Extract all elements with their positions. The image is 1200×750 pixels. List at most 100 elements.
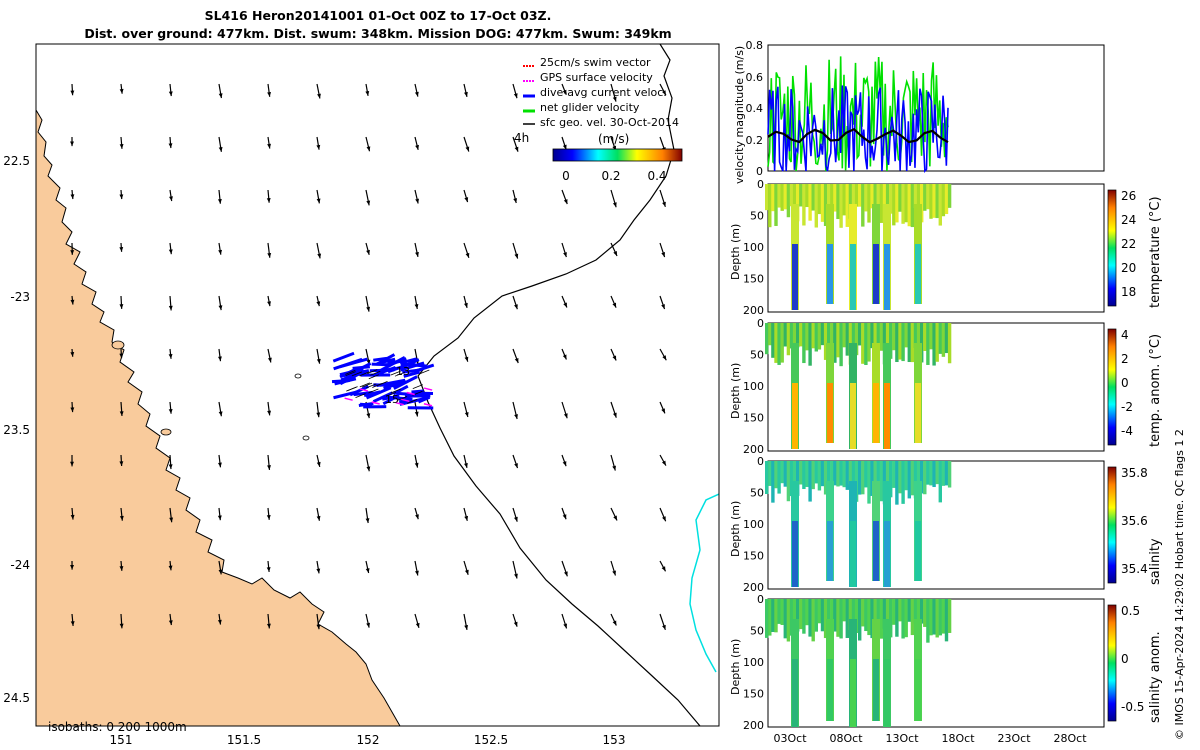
profile-upper (854, 599, 859, 634)
profile-upper (786, 599, 791, 642)
date-tick: 03Oct (773, 732, 807, 745)
dive-profile-deep (850, 521, 856, 587)
colorbar-tick: 22 (1121, 237, 1136, 251)
colorbar-tick: 0 (1121, 376, 1129, 390)
glider-path-segment (351, 371, 363, 377)
profile-upper (789, 599, 794, 636)
dive-avg-current-vector (359, 402, 373, 407)
profile-upper (845, 599, 849, 638)
depth-tick: 0 (757, 317, 764, 330)
profile-upper (864, 461, 868, 488)
profile-upper (799, 599, 803, 630)
profile-upper (771, 461, 775, 503)
geo-velocity-arrow (561, 401, 568, 419)
depth-tick: 200 (743, 304, 764, 317)
colorbar-tick: 18 (1121, 285, 1136, 299)
colorbar-tick: 2 (1121, 352, 1129, 366)
glider-path-segment (345, 371, 356, 377)
profile-upper (839, 599, 843, 639)
geo-velocity-arrow (561, 454, 567, 467)
dive-avg-current-vector (339, 372, 361, 386)
glider-path-segment (407, 399, 418, 404)
dive-avg-current-vector (352, 365, 370, 370)
glider-path-segment (370, 370, 381, 376)
geo-velocity-arrow (512, 136, 519, 152)
geo-velocity-arrow (316, 507, 321, 521)
profile-upper (938, 461, 942, 503)
geo-velocity-arrow (316, 560, 321, 574)
profile-upper (944, 599, 949, 642)
dive-profile-deep (827, 383, 833, 443)
profile-upper (870, 184, 874, 209)
profile-upper (889, 461, 893, 498)
geo-velocity-arrow (168, 454, 173, 470)
geo-velocity-arrow (70, 136, 74, 147)
geo-velocity-arrow (266, 560, 271, 572)
profile-upper (929, 323, 933, 350)
geo-velocity-arrow (414, 242, 419, 258)
geo-velocity-arrow (316, 242, 322, 259)
profile-upper (771, 184, 775, 212)
geo-velocity-arrow (119, 401, 124, 417)
geo-velocity-arrow (267, 348, 272, 363)
geo-velocity-arrow (266, 189, 271, 203)
profile-upper (916, 599, 921, 626)
geo-velocity-arrow (463, 454, 468, 469)
profile-upper (842, 323, 846, 348)
profile-upper (796, 461, 800, 496)
geo-velocity-arrow (70, 348, 75, 357)
profile-upper (935, 461, 939, 485)
geo-velocity-arrow (267, 401, 272, 416)
geo-velocity-arrow (70, 454, 74, 467)
profile-upper (836, 461, 840, 487)
profile-upper (842, 461, 846, 488)
profile-upper (817, 323, 822, 350)
profile-upper (768, 184, 772, 228)
dive-avg-current-vector (393, 375, 418, 390)
dive-profile-deep (827, 659, 833, 721)
profile-upper (836, 184, 840, 220)
glider-path-segment (366, 383, 377, 389)
date-tick: 13Oct (885, 732, 919, 745)
profile-upper (938, 599, 942, 636)
profile-upper (833, 461, 837, 486)
profile-upper (867, 599, 871, 636)
profile-upper (805, 599, 809, 626)
profile-upper (777, 461, 781, 494)
dive-profile-deep (792, 521, 798, 587)
dive-profile-deep (873, 244, 879, 304)
profile-upper (820, 184, 825, 222)
profile-upper (796, 184, 800, 222)
profile-upper (907, 599, 911, 622)
profile-upper (823, 461, 828, 495)
profile-upper (864, 184, 868, 212)
dive-profile-deep (792, 244, 798, 310)
geo-velocity-arrow (267, 83, 272, 97)
title-line-2: Dist. over ground: 477km. Dist. swum: 34… (84, 26, 671, 41)
dive-avg-current-vector (332, 351, 355, 363)
profile-upper (768, 599, 772, 636)
profile-upper (913, 184, 918, 209)
gps-surface-velocity-vector (423, 387, 433, 391)
dive-avg-current-vector (365, 386, 392, 400)
profile-upper (808, 184, 812, 221)
profile-upper (898, 323, 902, 360)
velocity-ytick: 0.4 (746, 102, 764, 115)
geo-velocity-arrow (119, 348, 124, 359)
dive-profile-deep (884, 244, 890, 310)
velocity-ytick: 0.8 (746, 39, 764, 52)
profile-upper (783, 323, 787, 347)
depth-tick: 0 (757, 455, 764, 468)
geo-velocity-arrow (610, 507, 618, 521)
geo-velocity-arrow (414, 189, 419, 204)
profile-upper (944, 184, 949, 215)
lat-tick: 24.5 (3, 691, 30, 705)
dive-profile-deep (884, 383, 890, 449)
profile-upper (892, 461, 896, 488)
geo-velocity-arrow (463, 613, 469, 631)
geo-velocity-arrow (316, 136, 321, 150)
colorbar-tick: -0.5 (1121, 700, 1144, 714)
geo-velocity-arrow (659, 295, 666, 310)
geo-velocity-arrow (119, 613, 124, 629)
profile-upper (789, 323, 794, 349)
